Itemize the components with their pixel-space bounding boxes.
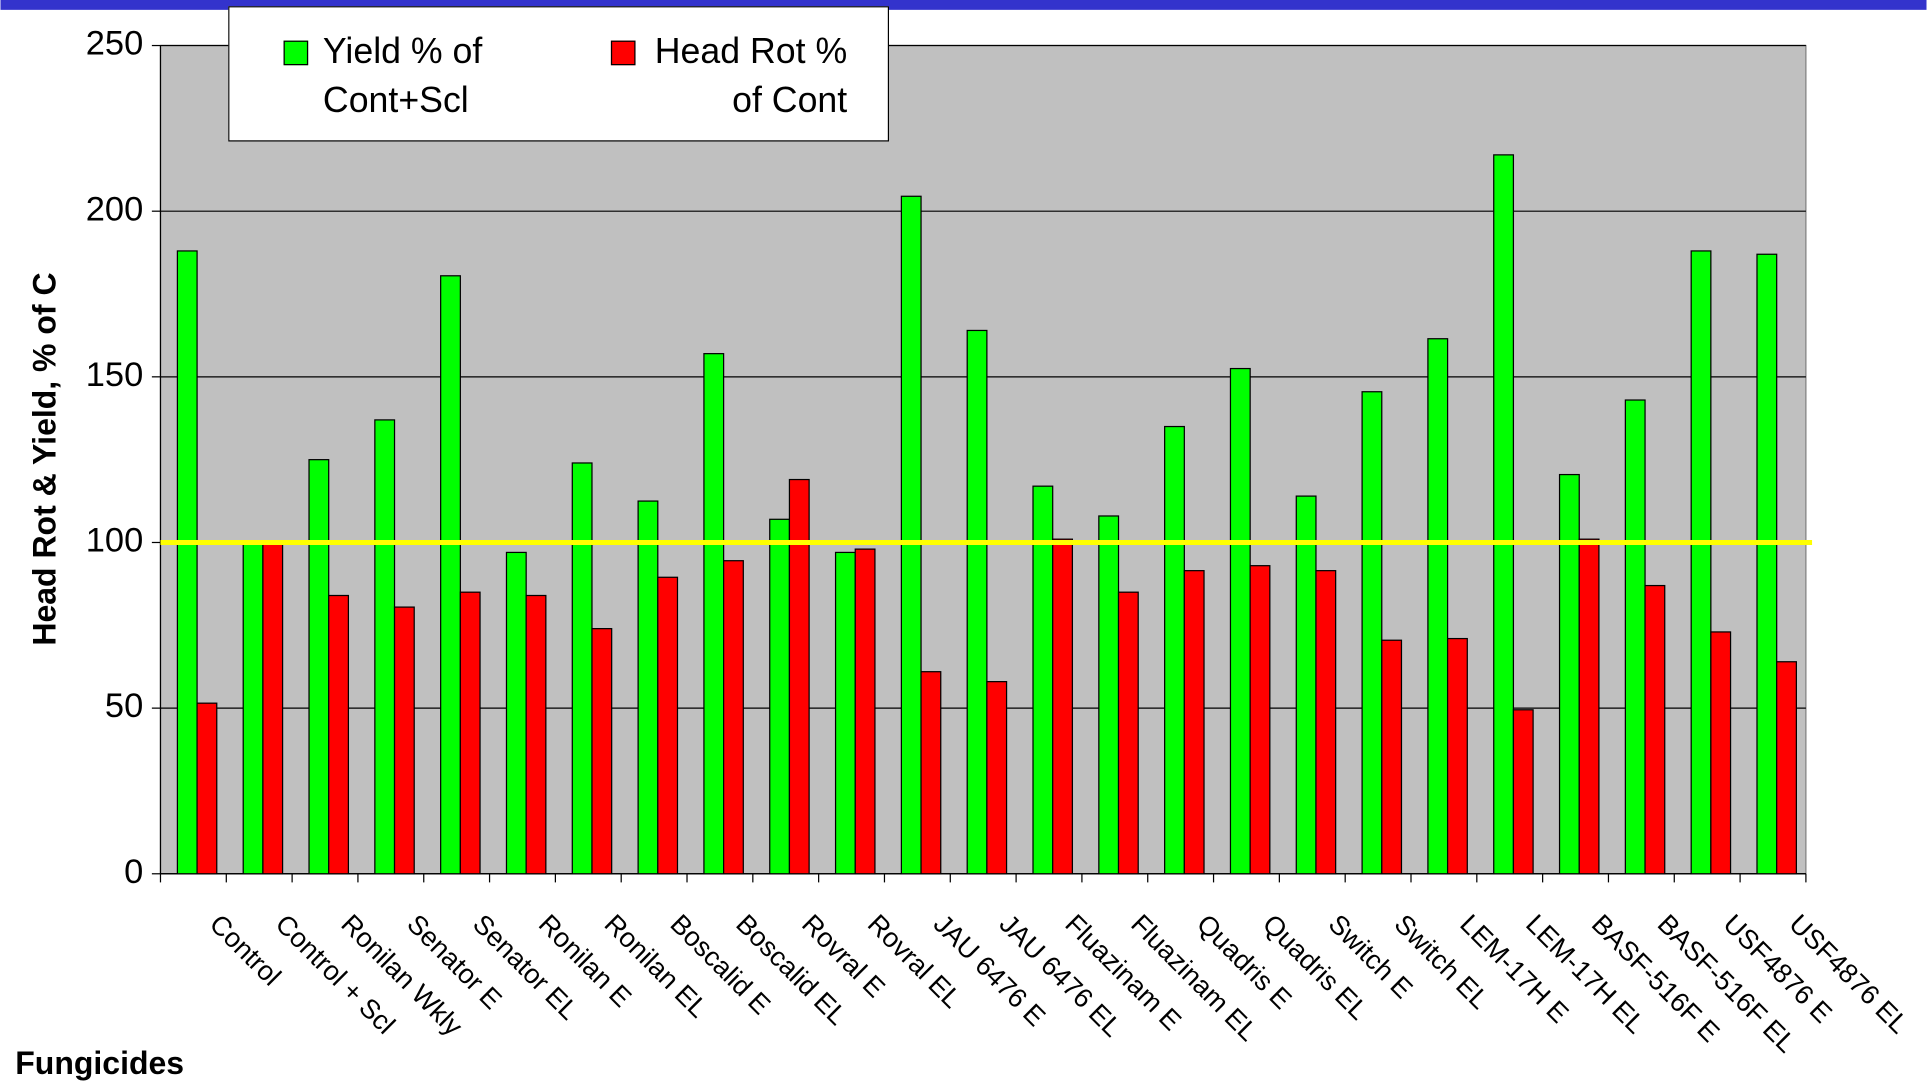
bar [1229, 367, 1251, 875]
bar [176, 250, 198, 875]
bar [1493, 154, 1515, 875]
bar [328, 594, 350, 875]
bar [308, 459, 330, 875]
y-tick-label: 0 [124, 853, 143, 891]
bar [703, 353, 725, 875]
bar [591, 628, 613, 875]
bar [1249, 565, 1271, 875]
legend-box: Yield % of Cont+Scl Head Rot % of Cont [228, 6, 890, 142]
bar [657, 576, 679, 875]
bar [1578, 538, 1600, 875]
bar [637, 500, 659, 875]
bar [986, 681, 1008, 875]
legend-swatch [610, 40, 636, 66]
bar [1164, 425, 1185, 875]
legend-label: Head Rot % of Cont [654, 31, 848, 121]
bar [505, 551, 527, 875]
bar [920, 671, 942, 875]
bar [788, 478, 810, 875]
bar [1558, 473, 1580, 875]
bar [1295, 495, 1317, 875]
bar [571, 462, 593, 875]
bar [262, 541, 284, 875]
bar [374, 419, 396, 875]
bar [525, 594, 547, 875]
bar [1098, 515, 1120, 875]
bar [1117, 591, 1139, 875]
legend: Yield % of Cont+Scl Head Rot % of Cont [228, 6, 890, 142]
bar [1427, 338, 1449, 875]
bar [1776, 661, 1797, 875]
bar [242, 541, 264, 875]
legend-label: Yield % of Cont+Scl [322, 31, 483, 121]
bar [1381, 639, 1403, 875]
bar [1644, 584, 1666, 875]
y-tick-label: 200 [86, 190, 143, 228]
bar [1052, 538, 1074, 875]
y-axis-title: Head Rot & Yield, % of C [27, 272, 63, 645]
bar [393, 606, 415, 875]
bar [1756, 253, 1778, 875]
bar [966, 329, 988, 875]
bar [1315, 570, 1337, 875]
legend-swatch [283, 40, 309, 66]
y-tick-label: 250 [86, 25, 143, 63]
bar [769, 518, 791, 875]
bar [440, 275, 461, 875]
bar [834, 551, 856, 875]
bar [1690, 250, 1712, 875]
bar [459, 591, 481, 875]
y-tick-label: 50 [105, 687, 143, 725]
bar [723, 560, 744, 875]
x-tick-label: Control [204, 908, 288, 992]
bar [854, 548, 876, 875]
bar [1361, 391, 1383, 875]
bar [1710, 631, 1732, 875]
bar [1446, 637, 1468, 875]
bar [1512, 709, 1534, 875]
bar [196, 702, 218, 875]
y-tick-label: 150 [86, 356, 143, 394]
header-bar [0, 0, 1927, 10]
bar [1624, 399, 1646, 875]
x-axis-title: Fungicides [15, 1045, 184, 1081]
bar [1183, 570, 1205, 875]
bar [900, 195, 922, 875]
y-tick-label: 100 [86, 522, 143, 560]
